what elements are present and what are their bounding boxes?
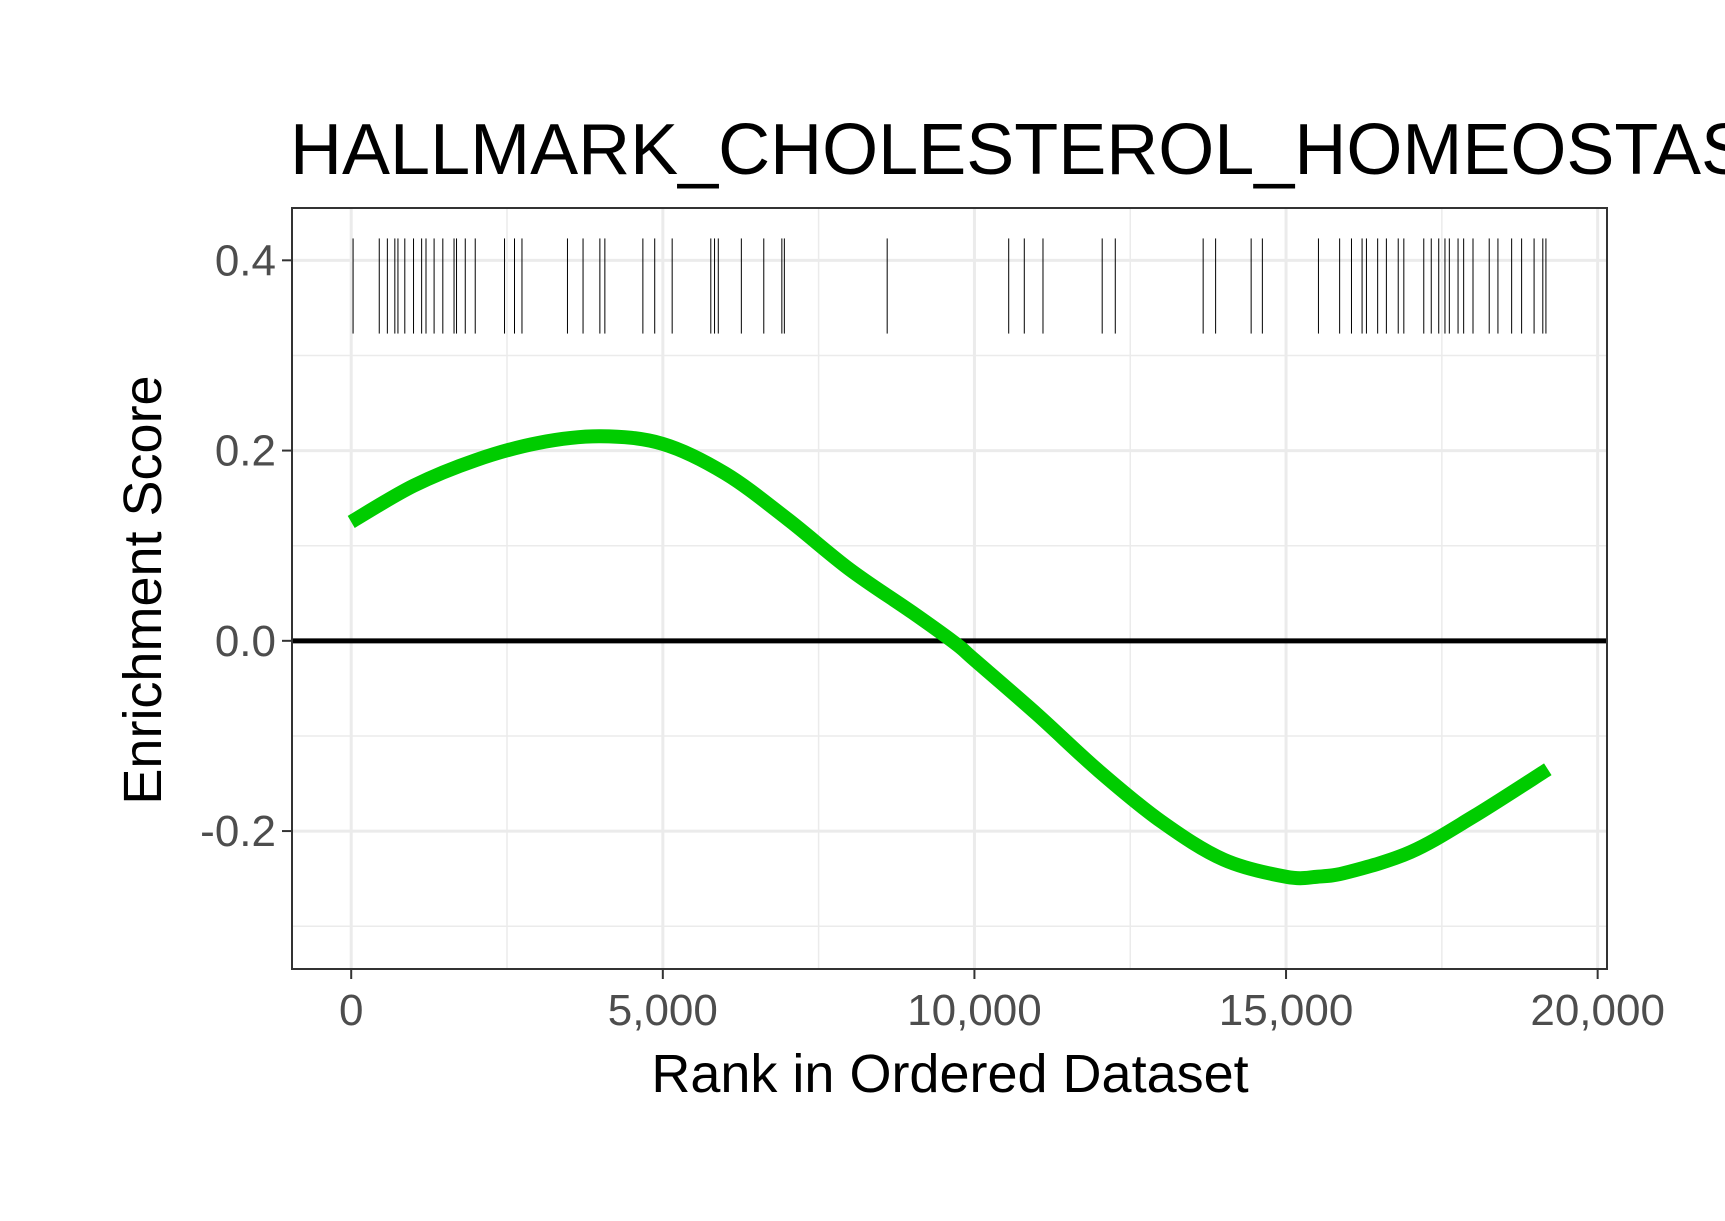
x-tick-label: 20,000 xyxy=(1530,986,1665,1035)
y-tick-label: 0.0 xyxy=(215,617,276,666)
x-tick-label: 15,000 xyxy=(1219,986,1354,1035)
y-axis: -0.2 0.0 0.2 0.4 xyxy=(200,236,292,856)
grid-minor xyxy=(292,208,1607,969)
enrichment-score-curve xyxy=(347,429,1552,886)
x-tick-label: 10,000 xyxy=(907,986,1042,1035)
y-tick-label: 0.4 xyxy=(215,236,276,285)
gene-hit-ticks xyxy=(352,238,1547,334)
plot-panel-border xyxy=(291,207,1608,970)
x-axis-title: Rank in Ordered Dataset xyxy=(651,1044,1248,1104)
x-tick-label: 0 xyxy=(339,986,363,1035)
plot-panel xyxy=(292,208,1607,969)
y-tick-label: -0.2 xyxy=(200,807,276,856)
y-axis-title: Enrichment Score xyxy=(113,375,173,804)
y-tick-label: 0.2 xyxy=(215,427,276,476)
x-tick-label: 5,000 xyxy=(608,986,718,1035)
chart-title: HALLMARK_CHOLESTEROL_HOMEOSTASIS xyxy=(290,110,1725,190)
x-axis: 0 5,000 10,000 15,000 20,000 xyxy=(339,969,1665,1035)
